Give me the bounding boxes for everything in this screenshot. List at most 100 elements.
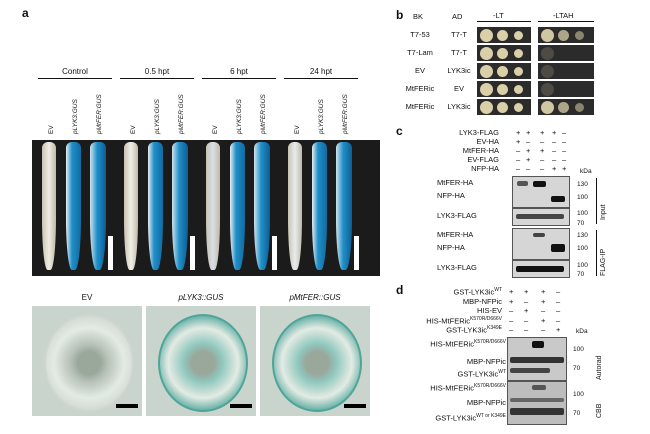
d-marker-100a: 100 xyxy=(573,346,584,353)
ltah-plate-strip xyxy=(538,99,594,115)
d-sign: – xyxy=(509,306,514,315)
d-condition-sup: K349E xyxy=(486,325,502,331)
c-sign: + xyxy=(526,128,531,137)
ev-root xyxy=(206,142,220,270)
root-section xyxy=(146,306,256,416)
d-condition-sup: K570R/D666V xyxy=(470,315,502,322)
lane-label: pMtFER:GUS xyxy=(96,94,103,134)
time-group-label: 0.5 hpt xyxy=(144,67,170,76)
yeast-colony xyxy=(514,84,523,94)
section-tissue xyxy=(44,314,134,412)
c-ip-mtfer-label: MtFER-HA xyxy=(437,230,474,239)
lane-label: pMtFER:GUS xyxy=(342,94,349,134)
ev-root xyxy=(42,142,56,270)
time-group-rule xyxy=(202,78,276,79)
section-tissue xyxy=(158,314,248,412)
c-marker-100b: 100 xyxy=(577,210,588,217)
yeast-colony xyxy=(497,83,508,95)
c-sign: – xyxy=(516,146,521,155)
lane-label: pMtFER:GUS xyxy=(260,94,267,134)
ltah-plate-strip xyxy=(538,81,594,97)
scale-bar xyxy=(230,404,252,408)
yeast-colony xyxy=(497,65,508,77)
lane-label: pLYK3:GUS xyxy=(236,99,243,134)
c-sign: + xyxy=(540,128,545,137)
d-sign: – xyxy=(524,325,529,334)
c-sign: – xyxy=(562,146,567,155)
lt-plate-strip xyxy=(477,63,531,79)
c-sign: – xyxy=(552,146,557,155)
d-condition-label: HIS-MtFERicK570R/D666V xyxy=(426,315,502,326)
panel-d-letter: d xyxy=(396,283,404,297)
d-condition-label: GST-LYK3icWT xyxy=(453,287,503,297)
c-input-side-label: Input xyxy=(600,204,607,220)
d-autorad-side-label: Autorad xyxy=(596,355,603,380)
time-group-rule xyxy=(284,78,358,79)
ad-construct: T7-T xyxy=(451,48,467,57)
ad-construct: LYK3ic xyxy=(447,66,471,75)
time-group-rule xyxy=(120,78,194,79)
c-ip-blot-top xyxy=(512,228,570,260)
yeast-colony xyxy=(575,102,584,112)
panel-b-letter: b xyxy=(396,8,404,22)
d-condition-label: MBP-NFPic xyxy=(462,296,502,306)
c-marker-130a: 130 xyxy=(577,181,588,188)
yeast-colony xyxy=(497,29,508,41)
ltah-plate-strip xyxy=(538,63,594,79)
d-sign: + xyxy=(541,296,546,306)
d-autorad-label: GST-LYK3icWT xyxy=(457,369,507,379)
c-sign: + xyxy=(552,128,557,137)
lyk3-root xyxy=(230,142,245,270)
d-autorad-sup: K570R/D666V xyxy=(474,339,506,345)
d-cbb-side-label: CBB xyxy=(596,403,603,418)
time-group-label: Control xyxy=(62,67,88,76)
section-tissue xyxy=(272,314,362,412)
c-ip-lyk3-label: LYK3-FLAG xyxy=(437,263,477,272)
mtfer-root xyxy=(90,142,106,270)
c-marker-100c: 100 xyxy=(577,245,588,252)
ltah-rule xyxy=(538,21,594,22)
time-group-label: 24 hpt xyxy=(309,67,333,76)
section-label: pMtFER::GUS xyxy=(289,293,341,302)
d-sign: + xyxy=(556,325,561,334)
d-condition-label: GST-LYK3icK349E xyxy=(446,325,502,335)
d-sign: + xyxy=(524,287,529,296)
lt-plate-strip xyxy=(477,81,531,97)
ad-construct: LYK3ic xyxy=(447,102,471,111)
c-sign: + xyxy=(526,146,531,155)
yeast-colony xyxy=(514,102,523,112)
scale-bar xyxy=(344,404,366,408)
section-label: pLYK3::GUS xyxy=(178,293,224,302)
c-sign: + xyxy=(562,164,567,173)
d-autorad-label: MBP-NFPic xyxy=(466,357,506,366)
lane-label: EV xyxy=(48,125,55,134)
c-sign: – xyxy=(540,164,545,173)
c-input-lyk3-label: LYK3-FLAG xyxy=(437,211,477,220)
scale-bar xyxy=(116,404,138,408)
c-condition-label: MtFER-HA xyxy=(462,146,499,155)
yeast-colony xyxy=(480,64,493,78)
medium-ltah: -LTAH xyxy=(553,11,574,20)
scale-bar xyxy=(190,236,195,270)
yeast-colony xyxy=(514,30,523,40)
lyk3-root xyxy=(312,142,327,270)
d-autorad-sup: WT xyxy=(498,369,506,375)
d-sign: + xyxy=(524,306,529,315)
ltah-plate-strip xyxy=(538,45,594,61)
c-sign: + xyxy=(516,137,521,146)
c-sign: + xyxy=(540,146,545,155)
yeast-colony xyxy=(558,101,569,113)
scale-bar xyxy=(354,236,359,270)
panel-a-letter: a xyxy=(22,6,29,20)
c-sign: – xyxy=(526,137,531,146)
section-label: EV xyxy=(81,293,93,302)
lane-label: pLYK3:GUS xyxy=(154,99,161,134)
bk-construct: T7-Lam xyxy=(407,48,433,57)
yeast-colony xyxy=(541,28,554,42)
c-sign: – xyxy=(562,155,567,164)
d-marker-70a: 70 xyxy=(573,365,581,372)
time-group-rule xyxy=(38,78,112,79)
d-sign: + xyxy=(509,287,514,296)
c-marker-130b: 130 xyxy=(577,232,588,239)
d-condition-sup: WT xyxy=(494,287,502,293)
